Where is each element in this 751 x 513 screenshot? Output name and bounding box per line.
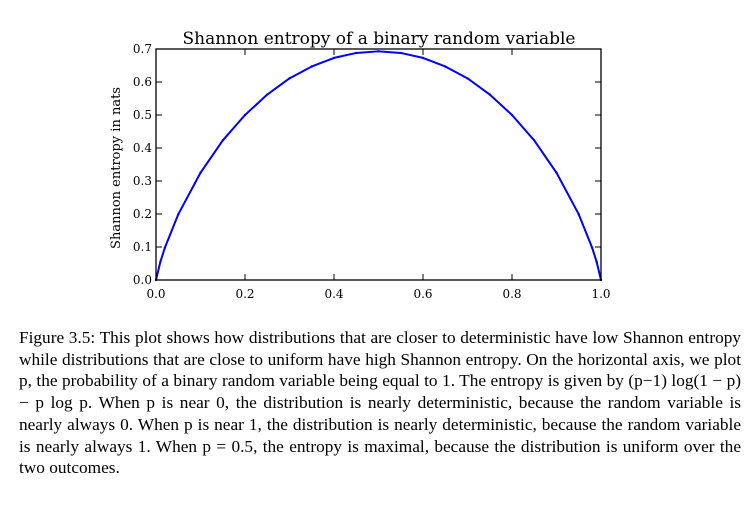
data-point xyxy=(199,171,202,174)
figure-caption: Figure 3.5: This plot shows how distribu… xyxy=(19,327,741,479)
data-point xyxy=(288,77,291,80)
data-point xyxy=(595,260,598,263)
x-tick-label: 0.8 xyxy=(502,287,521,301)
y-tick-label: 0.3 xyxy=(133,174,152,188)
entropy-curve xyxy=(155,50,602,281)
plot-frame xyxy=(155,48,602,281)
data-point xyxy=(377,50,380,53)
x-tick-label: 0.0 xyxy=(146,287,165,301)
y-axis-label: Shannon entropy in nats xyxy=(109,87,124,249)
data-point xyxy=(466,77,469,80)
data-point xyxy=(488,93,491,96)
data-point xyxy=(555,171,558,174)
data-point xyxy=(221,139,224,142)
caption-text: This plot shows how distributions that a… xyxy=(19,328,741,478)
data-point xyxy=(177,213,180,216)
y-tick-label: 0.6 xyxy=(133,75,152,89)
axis-ticks xyxy=(155,48,602,281)
data-point xyxy=(577,213,580,216)
y-tick-label: 0.7 xyxy=(133,42,152,56)
data-point xyxy=(266,93,269,96)
data-point xyxy=(590,246,594,249)
y-tick-label: 0.2 xyxy=(133,207,152,221)
data-point xyxy=(310,65,313,68)
data-point xyxy=(421,56,425,60)
y-tick-label: 0.1 xyxy=(133,240,152,254)
data-point xyxy=(243,113,247,117)
data-point xyxy=(159,260,162,263)
axis-tick-labels: 0.0 0.2 0.4 0.6 0.8 1.0 0.0 0.1 0.2 0.3 0.4 0.5 0.6 0… xyxy=(133,42,611,301)
y-tick-label: 0.0 xyxy=(133,273,152,287)
chart-title: Shannon entropy of a binary random varia… xyxy=(183,29,576,49)
x-tick-label: 1.0 xyxy=(591,287,610,301)
data-point xyxy=(444,65,447,68)
series-layer xyxy=(154,50,603,282)
data-point xyxy=(399,51,402,55)
data-point xyxy=(163,246,167,249)
data-point xyxy=(510,113,514,117)
x-tick-label: 0.6 xyxy=(413,287,432,301)
x-tick-label: 0.2 xyxy=(235,287,254,301)
caption-label: Figure 3.5: xyxy=(19,328,96,347)
y-tick-label: 0.4 xyxy=(133,141,152,155)
x-tick-label: 0.4 xyxy=(324,287,343,301)
data-point xyxy=(355,51,358,55)
entropy-chart: Shannon entropy of a binary random varia… xyxy=(109,29,611,301)
data-point xyxy=(332,56,336,60)
y-tick-label: 0.5 xyxy=(133,108,152,122)
data-point xyxy=(533,139,536,142)
